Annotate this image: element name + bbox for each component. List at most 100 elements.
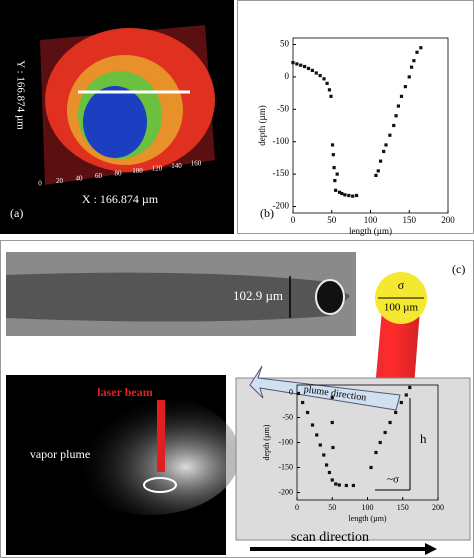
- x-tick-label: 150: [403, 215, 417, 225]
- plume-arrow: [249, 365, 401, 411]
- point: [295, 62, 299, 66]
- scan-arrow-head: [425, 543, 437, 555]
- point: [407, 75, 411, 79]
- h-label: h: [420, 431, 427, 446]
- y-axis-label: depth (µm): [257, 105, 267, 145]
- x-tick-label: 0: [38, 180, 42, 188]
- x-axis-label: length (µm): [348, 514, 386, 523]
- x-tick-label: 120: [152, 165, 163, 173]
- point: [409, 65, 414, 69]
- point: [378, 440, 382, 445]
- point: [394, 410, 398, 415]
- x-tick-label: 50: [327, 215, 337, 225]
- point: [369, 465, 373, 470]
- point: [330, 420, 334, 425]
- width-label: 102.9 µm: [233, 288, 283, 303]
- point: [305, 410, 310, 415]
- point: [327, 88, 332, 92]
- point: [392, 123, 396, 128]
- scan-direction-label: scan direction: [291, 530, 369, 545]
- y-tick-label: 0: [289, 387, 293, 396]
- x-tick-label: 80: [115, 170, 123, 178]
- point: [388, 420, 392, 425]
- point: [415, 50, 419, 54]
- point: [303, 64, 307, 69]
- x-tick-label: 100: [362, 503, 374, 512]
- point: [383, 430, 387, 435]
- x-tick-label: 140: [171, 162, 182, 170]
- point: [408, 385, 412, 390]
- point: [331, 153, 335, 157]
- point: [310, 423, 315, 427]
- x-tick-label: 20: [56, 177, 64, 185]
- point: [327, 470, 332, 475]
- point: [334, 482, 338, 486]
- panel-label: (b): [260, 206, 274, 220]
- point: [334, 188, 338, 192]
- x-tick-label: 200: [441, 215, 455, 225]
- point: [322, 453, 326, 457]
- sigma: σ: [398, 278, 405, 292]
- x-tick-label: 40: [76, 175, 84, 183]
- laser-beam-label: laser beam: [97, 385, 152, 399]
- point: [344, 483, 348, 488]
- point: [330, 395, 334, 400]
- point: [396, 104, 400, 108]
- x-axis-label: length (µm): [349, 226, 392, 236]
- point: [419, 46, 423, 50]
- sem-track: [6, 272, 350, 322]
- point: [374, 450, 378, 455]
- point: [299, 63, 303, 67]
- point: [322, 77, 326, 81]
- y-tick-label: -50: [282, 412, 293, 421]
- panel-label: (c): [452, 262, 465, 276]
- y-tick-label: -150: [278, 462, 293, 471]
- y-tick-label: -200: [273, 201, 290, 211]
- x-tick-label: 160: [191, 160, 202, 168]
- point: [388, 133, 392, 137]
- point: [330, 143, 335, 147]
- panel-b-frame: [237, 0, 474, 234]
- point: [382, 149, 386, 154]
- surface-blue: [83, 86, 147, 158]
- point: [331, 445, 335, 450]
- spot-size: 100 µm: [384, 302, 419, 314]
- point: [404, 393, 408, 397]
- point: [347, 193, 351, 198]
- point: [384, 143, 388, 147]
- point: [325, 81, 329, 85]
- point: [296, 391, 301, 396]
- y-tick-label: -200: [278, 487, 293, 496]
- x-tick-label: 200: [432, 503, 444, 512]
- sem-crater: [315, 279, 345, 315]
- y-tick-label: -100: [273, 136, 290, 146]
- x-axis-label: X : 166.874 µm: [82, 192, 159, 206]
- point: [330, 478, 334, 482]
- point: [291, 61, 295, 65]
- point: [376, 169, 380, 173]
- point: [329, 94, 333, 98]
- point: [318, 443, 322, 447]
- approx-sigma: ~σ: [387, 474, 399, 486]
- x-tick-label: 50: [328, 503, 336, 512]
- x-tick-label: 60: [95, 172, 103, 180]
- point: [343, 193, 347, 197]
- point: [403, 85, 407, 89]
- y-tick-label: -50: [277, 103, 289, 113]
- point: [399, 400, 403, 405]
- point: [351, 194, 355, 198]
- panel-label: (a): [10, 206, 23, 220]
- point: [351, 483, 355, 488]
- point: [332, 166, 336, 170]
- point: [354, 193, 359, 198]
- beam-in-image: [157, 400, 165, 472]
- point: [333, 178, 337, 183]
- point: [325, 463, 329, 467]
- y-tick-label: 0: [285, 71, 290, 81]
- point: [318, 73, 322, 78]
- x-tick-label: 100: [132, 167, 143, 175]
- point: [301, 400, 305, 405]
- point: [412, 59, 416, 63]
